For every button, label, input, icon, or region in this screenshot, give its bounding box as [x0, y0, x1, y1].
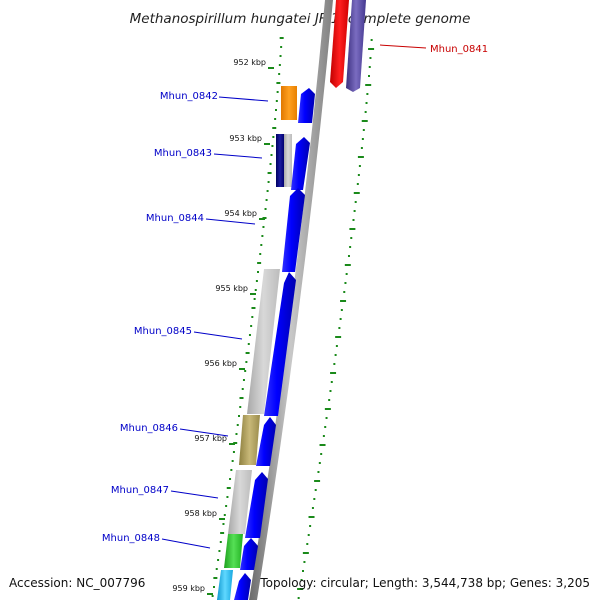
gene-label-mhun-0846[interactable]: Mhun_0846	[120, 423, 178, 434]
gene-mhun-0844[interactable]	[282, 188, 305, 272]
gene-mhun-0846[interactable]	[239, 415, 276, 466]
gene-label-mhun-0848[interactable]: Mhun_0848	[102, 533, 160, 544]
cds-mhun-0841-feature[interactable]	[346, 0, 366, 92]
accession-text: Accession: NC_007796	[9, 576, 146, 590]
gene-label-mhun-0845[interactable]: Mhun_0845	[134, 326, 192, 337]
scale-tick-label: 956 kbp	[204, 359, 237, 368]
gene-mhun-0843[interactable]	[276, 134, 310, 190]
gene-label-mhun-0842[interactable]: Mhun_0842	[160, 91, 218, 102]
gene-labels: Mhun_0841 Mhun_0842 Mhun_0843 Mhun_0844 Mhun…	[102, 44, 488, 549]
cds-mhun-0842-feature[interactable]	[298, 88, 315, 123]
topology-text: Topology: circular; Length: 3,544,738 bp…	[260, 576, 590, 590]
gene-mhun-0845-feature[interactable]	[247, 269, 280, 414]
leader-line-mhun-0846	[179, 428, 229, 437]
cds-mhun-0843-feature[interactable]	[291, 137, 310, 190]
scale-tick-label: 952 kbp	[233, 58, 266, 67]
scale-tick-label: 953 kbp	[229, 134, 262, 143]
cds-mhun-0847-feature[interactable]	[245, 472, 268, 538]
genome-backbone	[249, 0, 333, 600]
gene-next[interactable]	[217, 570, 251, 600]
scale-tick-label: 959 kbp	[172, 584, 205, 593]
gene-label-mhun-0847[interactable]: Mhun_0847	[111, 485, 169, 496]
gene-label-mhun-0841[interactable]: Mhun_0841	[430, 44, 488, 55]
scale-tick-label: 958 kbp	[184, 509, 217, 518]
leader-line-mhun-0845	[193, 331, 243, 340]
gene-mhun-0843-rna	[284, 134, 292, 187]
leader-line-mhun-0843	[213, 153, 263, 159]
gene-mhun-0848-feature[interactable]	[224, 534, 243, 568]
gene-label-mhun-0843[interactable]: Mhun_0843	[154, 148, 212, 159]
leader-line-mhun-0844	[205, 218, 256, 225]
gene-mhun-0846-feature[interactable]	[239, 415, 260, 465]
gc-content-track-left	[211, 37, 284, 597]
gc-content-track-right	[297, 39, 375, 599]
scale-tick-label: 957 kbp	[194, 434, 227, 443]
map-title: Methanospirillum hungatei JF-1, complete…	[130, 11, 471, 27]
leader-line-mhun-0847	[170, 490, 219, 499]
gene-mhun-0841[interactable]	[330, 0, 366, 92]
cds-mhun-0844-feature[interactable]	[282, 188, 305, 272]
leader-line-mhun-0842	[218, 96, 269, 102]
gene-mhun-0847-feature[interactable]	[228, 470, 252, 534]
gene-label-mhun-0844[interactable]: Mhun_0844	[146, 213, 204, 224]
gene-mhun-0841-feature[interactable]	[330, 0, 349, 88]
scale-tick-label: 954 kbp	[224, 209, 257, 218]
gene-mhun-0847[interactable]	[228, 470, 268, 538]
gene-next-feature[interactable]	[217, 570, 233, 600]
cds-next-feature[interactable]	[234, 573, 251, 600]
cds-mhun-0848-feature[interactable]	[240, 538, 258, 570]
gene-mhun-0845[interactable]	[247, 269, 296, 416]
cds-mhun-0845-feature[interactable]	[264, 272, 296, 416]
leader-line-mhun-0841	[379, 44, 427, 49]
scale-tick-label: 955 kbp	[215, 284, 248, 293]
gene-mhun-0843-feature[interactable]	[276, 134, 284, 187]
cds-mhun-0846-feature[interactable]	[256, 417, 276, 466]
position-scale: 952 kbp 953 kbp 954 kbp 955 kbp 956 kbp 957 k…	[172, 58, 274, 595]
gene-mhun-0848[interactable]	[224, 534, 258, 570]
gene-mhun-0842-feature[interactable]	[281, 86, 297, 120]
leader-line-mhun-0848	[161, 538, 211, 549]
gene-mhun-0842[interactable]	[281, 86, 315, 123]
